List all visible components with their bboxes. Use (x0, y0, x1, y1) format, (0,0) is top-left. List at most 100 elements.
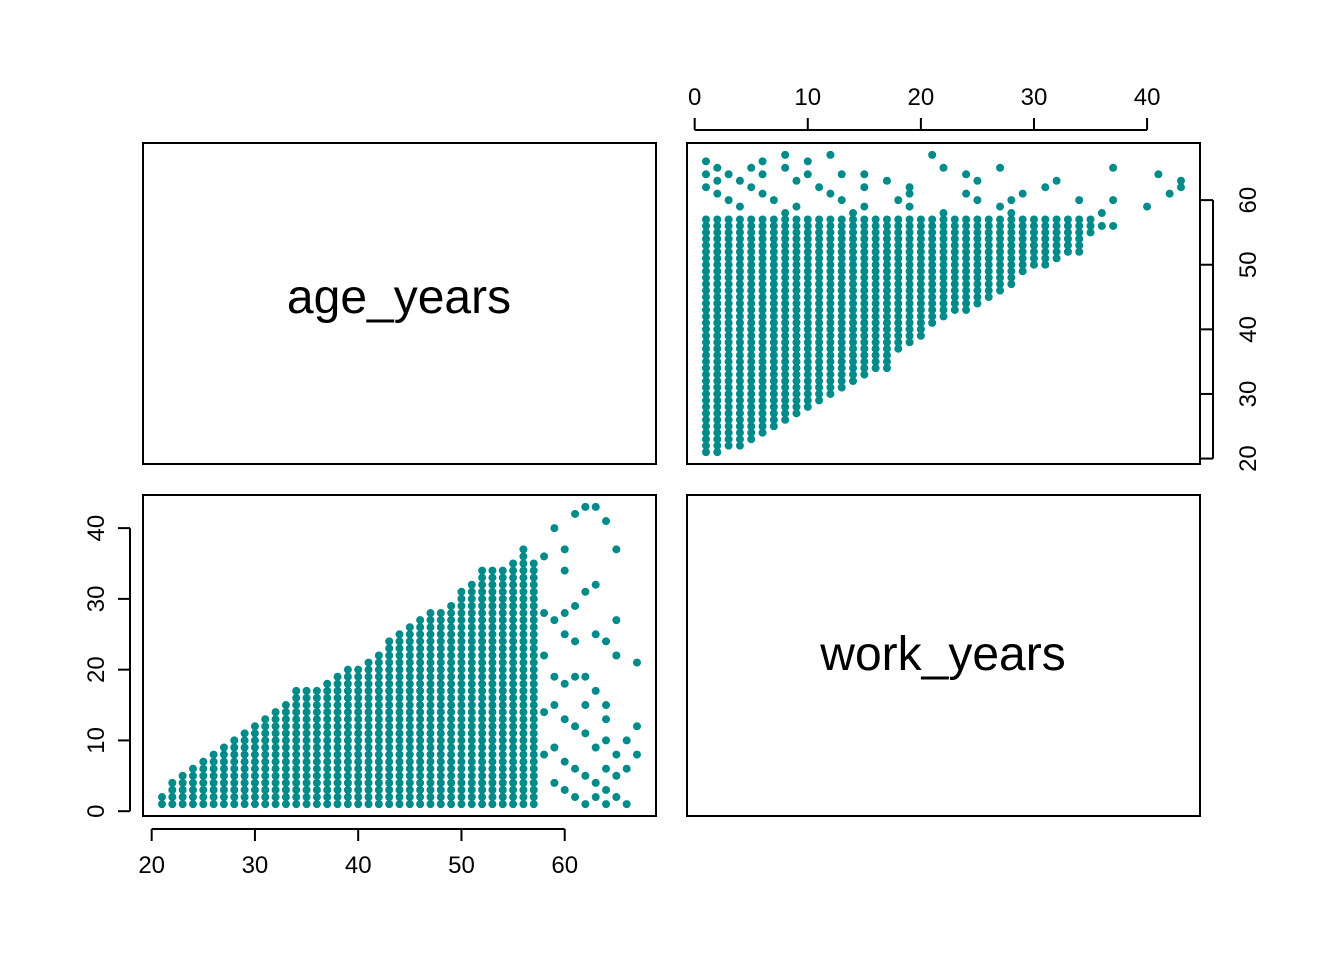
data-point (405, 778, 414, 787)
data-point (928, 260, 937, 269)
data-point (354, 750, 363, 759)
data-point (498, 679, 507, 688)
data-point (758, 305, 767, 314)
data-point (837, 170, 846, 179)
data-point (702, 305, 710, 314)
data-point (849, 299, 858, 308)
data-point (333, 771, 342, 780)
data-point (560, 630, 569, 639)
data-point (803, 293, 812, 302)
data-point (529, 658, 538, 667)
data-point (781, 383, 790, 392)
data-point (826, 267, 835, 276)
data-point (871, 273, 880, 282)
data-point (702, 267, 710, 276)
data-point (928, 312, 937, 321)
data-point (633, 722, 641, 731)
data-point (426, 672, 435, 681)
data-point (769, 254, 778, 263)
data-point (209, 764, 218, 773)
data-point (467, 672, 476, 681)
data-point (769, 364, 778, 373)
data-point (803, 364, 812, 373)
data-point (894, 241, 903, 250)
data-point (230, 764, 239, 773)
data-point (509, 651, 518, 660)
data-point (519, 545, 528, 554)
data-point (281, 708, 290, 717)
data-point (323, 729, 332, 738)
data-point (713, 293, 722, 302)
data-point (849, 312, 858, 321)
data-point (519, 715, 528, 724)
data-point (1041, 183, 1050, 192)
data-point (702, 441, 710, 450)
data-point (323, 701, 332, 710)
data-point (735, 228, 744, 237)
data-point (928, 318, 937, 327)
data-point (769, 331, 778, 340)
data-point (803, 267, 812, 276)
data-point (271, 785, 280, 794)
data-point (826, 370, 835, 379)
data-point (602, 736, 611, 745)
data-point (815, 383, 824, 392)
data-point (457, 679, 466, 688)
data-point (713, 286, 722, 295)
data-point (905, 312, 914, 321)
data-point (792, 402, 801, 411)
data-point (519, 778, 528, 787)
data-point (826, 364, 835, 373)
data-point (713, 228, 722, 237)
data-point (436, 757, 445, 766)
variable-label-age-years: age_years (287, 271, 511, 324)
data-point (826, 389, 835, 398)
data-point (333, 701, 342, 710)
data-point (849, 273, 858, 282)
data-point (395, 637, 404, 646)
data-point (747, 331, 756, 340)
data-point (973, 273, 982, 282)
data-point (803, 299, 812, 308)
data-point (447, 793, 456, 802)
data-point (436, 778, 445, 787)
data-point (702, 344, 710, 353)
data-point (950, 221, 959, 230)
data-point (735, 280, 744, 289)
data-point (323, 715, 332, 724)
data-point (519, 736, 528, 745)
data-point (540, 651, 549, 660)
data-point (860, 286, 869, 295)
data-point (395, 679, 404, 688)
data-point (837, 383, 846, 392)
data-point (747, 254, 756, 263)
data-point (792, 396, 801, 405)
data-point (702, 247, 710, 256)
data-point (230, 771, 239, 780)
data-point (426, 665, 435, 674)
data-point (702, 286, 710, 295)
data-point (416, 693, 425, 702)
data-point (735, 293, 744, 302)
data-point (416, 757, 425, 766)
data-point (509, 750, 518, 759)
data-point (747, 435, 756, 444)
data-point (815, 396, 824, 405)
data-point (826, 280, 835, 289)
data-point (302, 778, 311, 787)
data-point (849, 286, 858, 295)
data-point (792, 273, 801, 282)
data-point (713, 351, 722, 360)
data-point (343, 693, 352, 702)
data-point (826, 377, 835, 386)
data-point (416, 715, 425, 724)
data-point (498, 693, 507, 702)
data-point (467, 764, 476, 773)
data-point (837, 196, 846, 205)
data-point (271, 729, 280, 738)
data-point (837, 234, 846, 243)
data-point (928, 305, 937, 314)
data-point (519, 693, 528, 702)
data-point (973, 221, 982, 230)
data-point (250, 736, 259, 745)
